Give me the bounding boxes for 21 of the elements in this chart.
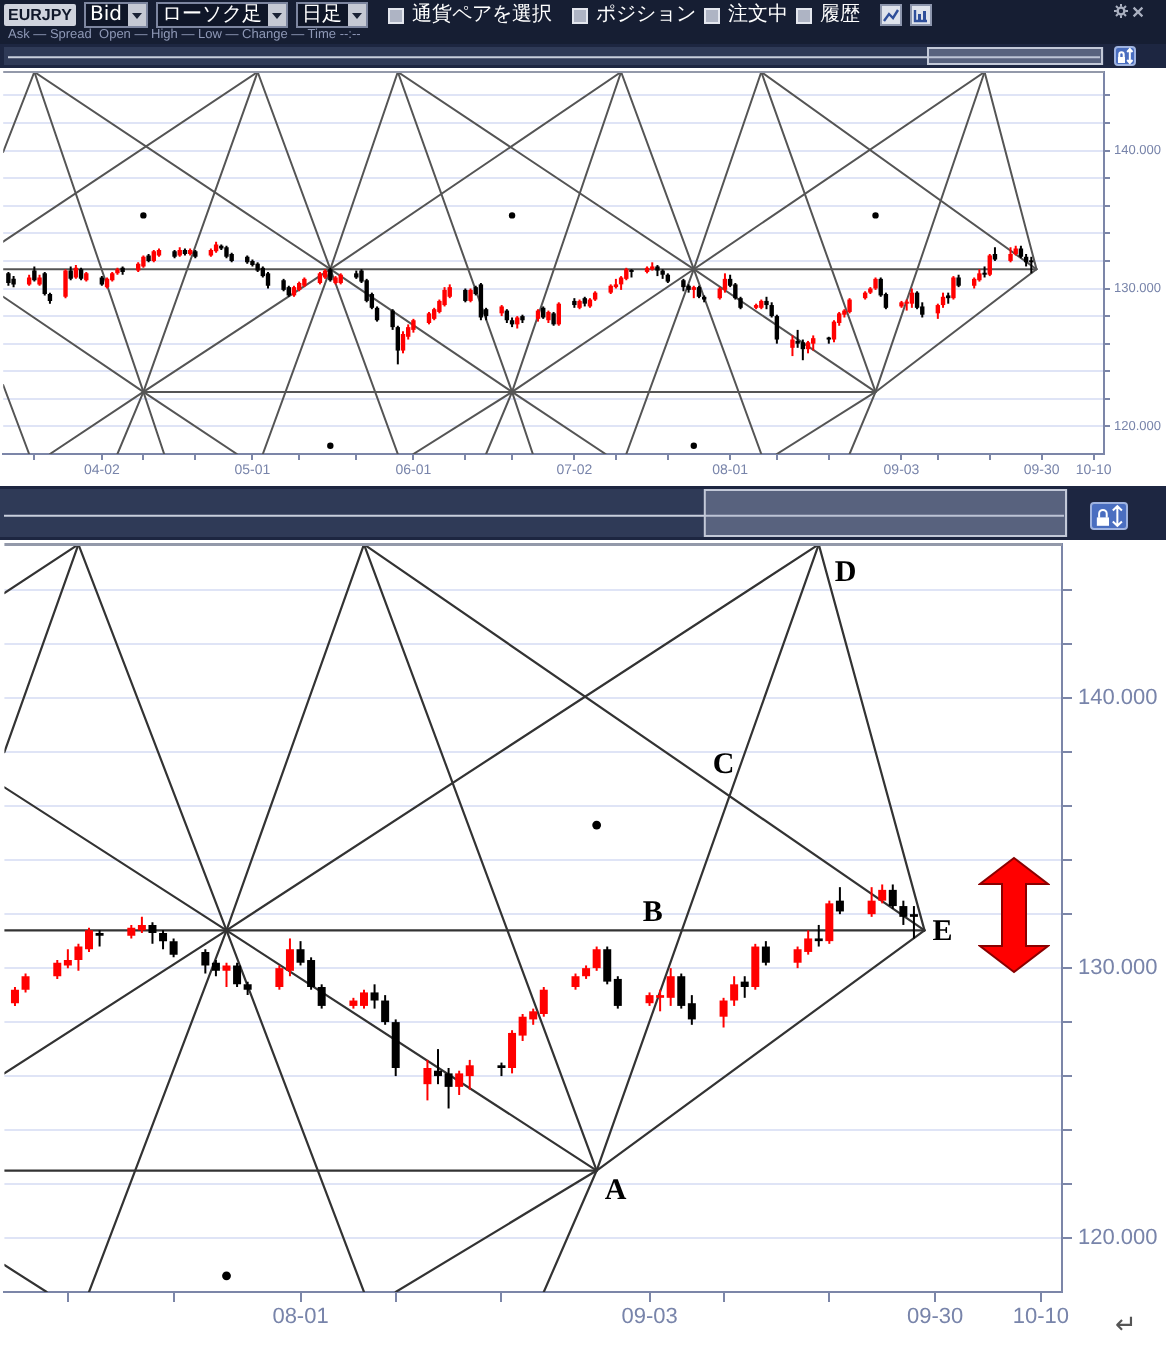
dropdown: 日足 bbox=[296, 2, 369, 28]
text: ポジション bbox=[596, 3, 697, 27]
text: 注文中 bbox=[728, 3, 789, 27]
annotation: C bbox=[712, 748, 735, 781]
x-tick-label: 09-03 bbox=[621, 1305, 678, 1330]
text: 履歴 bbox=[820, 3, 861, 27]
x-tick-label: 10-10 bbox=[1012, 1305, 1069, 1330]
y-tick-label: 130.000 bbox=[1078, 956, 1158, 981]
text: EURJPY bbox=[4, 4, 77, 26]
dropdown: Bid bbox=[84, 2, 149, 28]
x-tick-label: 09-30 bbox=[906, 1305, 964, 1330]
text: ↵ bbox=[1115, 1310, 1137, 1341]
annotation: A bbox=[604, 1175, 627, 1208]
annotation: E bbox=[932, 916, 953, 949]
dropdown: ローソク足 bbox=[156, 2, 289, 28]
annotation: D bbox=[834, 556, 857, 589]
y-tick-label: 120.000 bbox=[1078, 1226, 1158, 1251]
annotation: B bbox=[642, 897, 663, 930]
text: 通貨ペアを選択 bbox=[412, 3, 553, 27]
x-tick-label: 08-01 bbox=[272, 1305, 329, 1330]
y-tick-label: 140.000 bbox=[1078, 686, 1158, 711]
